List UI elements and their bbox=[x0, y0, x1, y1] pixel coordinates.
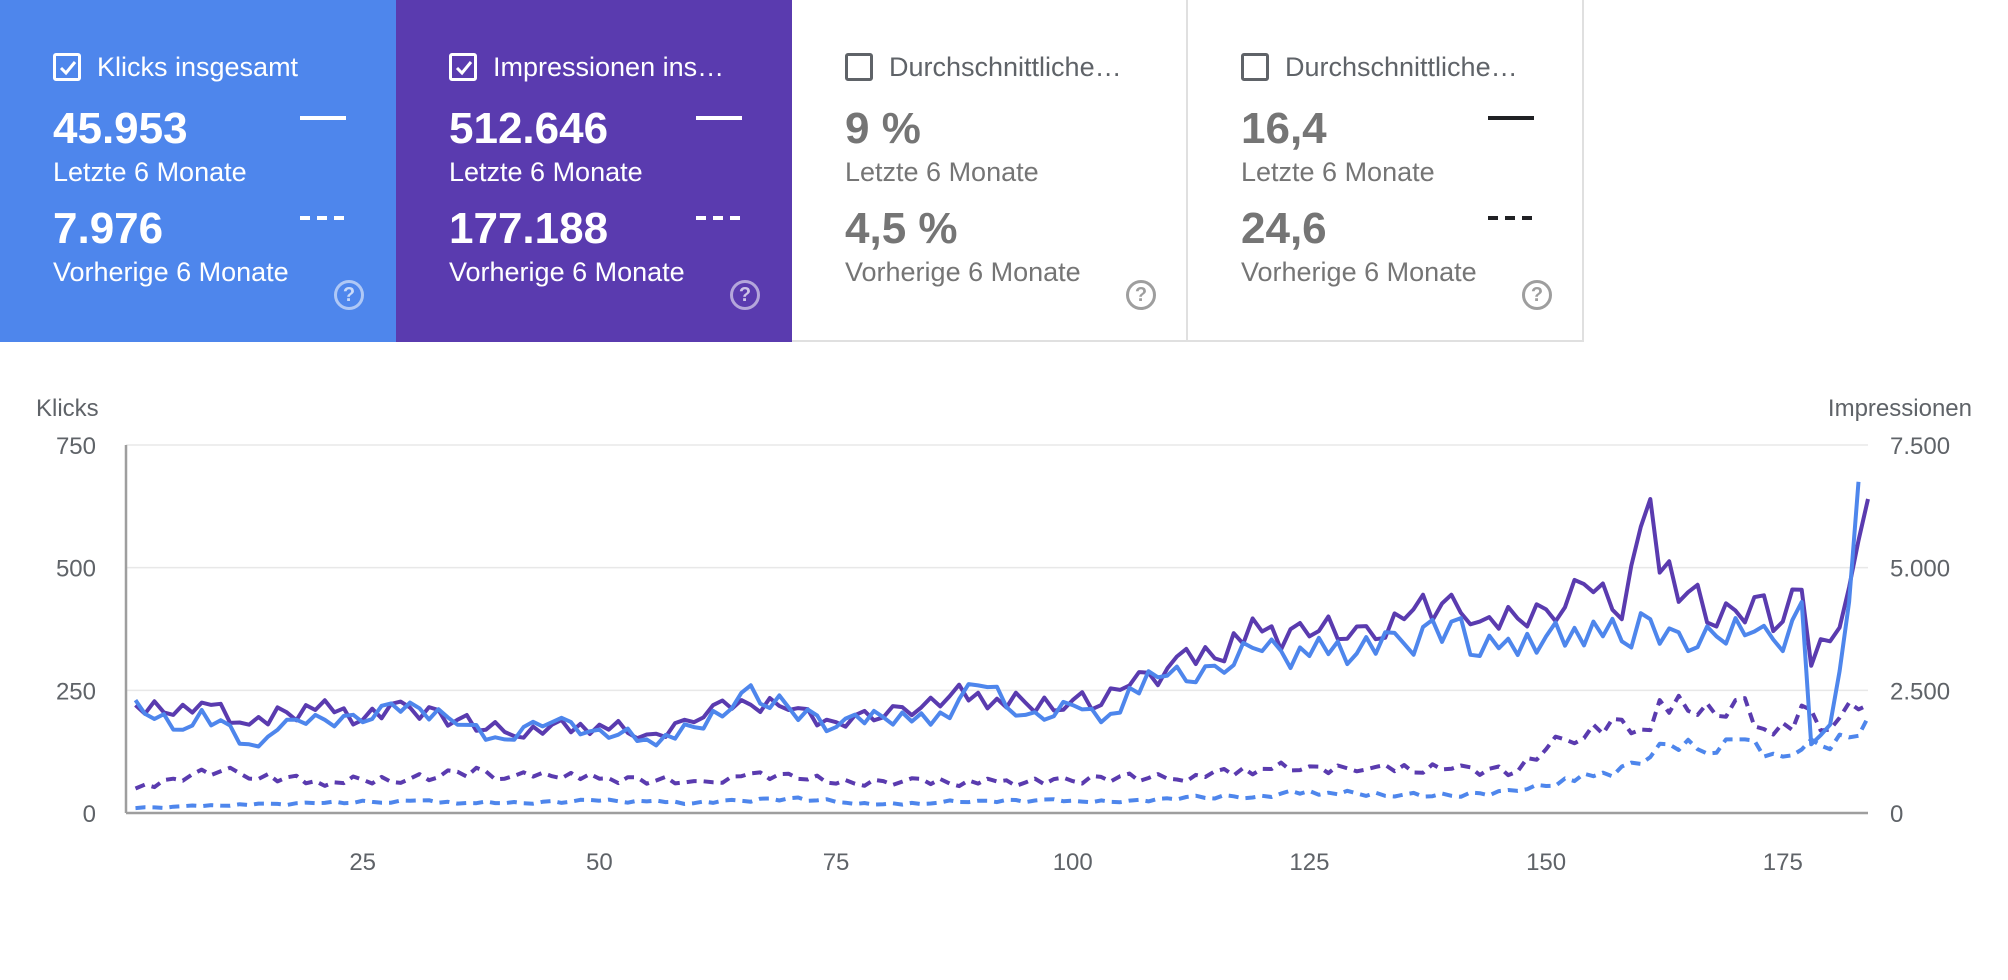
y-tick-label-left: 500 bbox=[56, 556, 96, 583]
y-tick-label-right: 2.500 bbox=[1890, 678, 1950, 705]
help-icon[interactable]: ? bbox=[730, 280, 760, 310]
previous-value: 4,5 % bbox=[845, 204, 958, 253]
previous-value: 7.976 bbox=[53, 204, 164, 253]
card-title: Durchschnittliche… bbox=[1285, 52, 1518, 82]
x-tick-label: 100 bbox=[1053, 849, 1093, 876]
previous-period-label: Vorherige 6 Monate bbox=[1241, 257, 1477, 287]
y-tick-label-right: 7.500 bbox=[1890, 433, 1950, 460]
card-title: Klicks insgesamt bbox=[97, 52, 299, 82]
metric-cards: Klicks insgesamt 45.953 Letzte 6 Monate … bbox=[0, 0, 1585, 342]
card-title: Impressionen ins… bbox=[493, 52, 725, 82]
x-tick-label: 25 bbox=[349, 849, 376, 876]
checkbox-icon[interactable] bbox=[449, 53, 477, 81]
clicks-previous-series-line bbox=[135, 716, 1870, 811]
series-lines bbox=[133, 481, 1870, 811]
solid-line-legend-icon bbox=[1488, 116, 1534, 120]
x-tick-label: 50 bbox=[586, 849, 613, 876]
right-axis-title: Impressionen bbox=[1827, 395, 1972, 422]
left-y-axis-ticks: 750 500 250 0 bbox=[56, 433, 96, 828]
y-tick-label-left: 250 bbox=[56, 678, 96, 705]
clicks-current-series-line bbox=[133, 481, 1861, 749]
current-period-label: Letzte 6 Monate bbox=[845, 157, 1039, 187]
grid-lines bbox=[126, 444, 1868, 692]
current-value: 512.646 bbox=[449, 104, 609, 153]
x-tick-label: 150 bbox=[1526, 849, 1566, 876]
card-title: Durchschnittliche… bbox=[889, 52, 1122, 82]
dashed-line-legend-icon bbox=[696, 216, 742, 220]
dashed-line-legend-icon bbox=[1488, 216, 1534, 220]
impressions-current-series-line bbox=[134, 497, 1870, 741]
checkbox-icon[interactable] bbox=[53, 53, 81, 81]
previous-period-label: Vorherige 6 Monate bbox=[845, 257, 1081, 287]
card-average-position[interactable]: Durchschnittliche… 16,4 Letzte 6 Monate … bbox=[1188, 0, 1584, 342]
checkbox-icon[interactable] bbox=[845, 53, 873, 81]
card-total-clicks[interactable]: Klicks insgesamt 45.953 Letzte 6 Monate … bbox=[0, 0, 396, 342]
current-period-label: Letzte 6 Monate bbox=[1241, 157, 1435, 187]
right-y-axis-ticks: 7.500 5.000 2.500 0 bbox=[1890, 433, 1950, 828]
card-average-ctr[interactable]: Durchschnittliche… 9 % Letzte 6 Monate 4… bbox=[792, 0, 1188, 342]
card-total-impressions[interactable]: Impressionen ins… 512.646 Letzte 6 Monat… bbox=[396, 0, 792, 342]
x-tick-label: 175 bbox=[1763, 849, 1803, 876]
x-tick-label: 125 bbox=[1289, 849, 1329, 876]
x-axis-ticks: 25 50 75 100 125 150 175 bbox=[349, 849, 1802, 876]
solid-line-legend-icon bbox=[696, 116, 742, 120]
previous-value: 177.188 bbox=[449, 204, 609, 253]
y-tick-label-right: 0 bbox=[1890, 801, 1903, 828]
performance-line-chart[interactable]: 750 500 250 0 7.500 5.000 2.500 0 25 50 75 100 125… bbox=[0, 420, 2008, 980]
left-axis-title: Klicks bbox=[36, 395, 99, 422]
checkbox-icon[interactable] bbox=[1241, 53, 1269, 81]
previous-value: 24,6 bbox=[1241, 204, 1327, 253]
help-icon[interactable]: ? bbox=[334, 280, 364, 310]
y-tick-label-left: 750 bbox=[56, 433, 96, 460]
y-tick-label-left: 0 bbox=[83, 801, 96, 828]
previous-period-label: Vorherige 6 Monate bbox=[53, 257, 289, 287]
help-icon[interactable]: ? bbox=[1522, 280, 1552, 310]
current-period-label: Letzte 6 Monate bbox=[449, 157, 643, 187]
help-icon[interactable]: ? bbox=[1126, 280, 1156, 310]
previous-period-label: Vorherige 6 Monate bbox=[449, 257, 685, 287]
dashed-line-legend-icon bbox=[300, 216, 346, 220]
current-value: 9 % bbox=[845, 104, 921, 153]
current-value: 16,4 bbox=[1241, 104, 1327, 153]
current-value: 45.953 bbox=[53, 104, 188, 153]
y-tick-label-right: 5.000 bbox=[1890, 556, 1950, 583]
solid-line-legend-icon bbox=[300, 116, 346, 120]
x-tick-label: 75 bbox=[823, 849, 850, 876]
current-period-label: Letzte 6 Monate bbox=[53, 157, 247, 187]
